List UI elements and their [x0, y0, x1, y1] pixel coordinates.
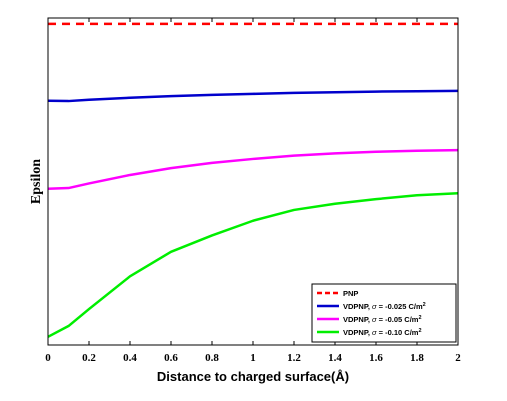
x-tick-label-5: 1	[250, 352, 256, 364]
y-axis-label: Epsilon	[29, 159, 44, 204]
x-tick-label-10: 2	[455, 352, 461, 364]
x-tick-label-1: 0.2	[82, 352, 96, 364]
series-line-3	[47, 192, 459, 338]
series-line-2	[47, 148, 459, 190]
legend: PNP VDPNP, σ = -0.025 C/m2 VDPNP, σ = -0.0…	[311, 283, 457, 343]
legend-entry-3: VDPNP, σ = -0.10 C/m2	[343, 328, 422, 337]
x-axis-label: Distance to charged surface(Å)	[157, 369, 349, 384]
x-tick-label-2: 0.4	[123, 352, 137, 364]
x-tick-label-6: 1.2	[287, 352, 301, 364]
x-tick-label-4: 0.8	[205, 352, 219, 364]
legend-entry-1: VDPNP, σ = -0.025 C/m2	[343, 302, 426, 311]
series-layer	[47, 22, 459, 338]
series-line-1	[47, 89, 459, 103]
x-tick-label-0: 0	[45, 352, 51, 364]
x-tick-label-7: 1.4	[328, 352, 342, 364]
legend-entry-0: PNP	[343, 289, 358, 298]
x-tick-label-8: 1.6	[369, 352, 383, 364]
x-axis-ticks: 0 0.2 0.4 0.6 0.8 1 1.2 1.4 1.6 1.8 2	[45, 18, 461, 364]
x-tick-label-9: 1.8	[410, 352, 424, 364]
legend-entry-2: VDPNP, σ = -0.05 C/m2	[343, 315, 422, 324]
x-tick-label-3: 0.6	[164, 352, 178, 364]
